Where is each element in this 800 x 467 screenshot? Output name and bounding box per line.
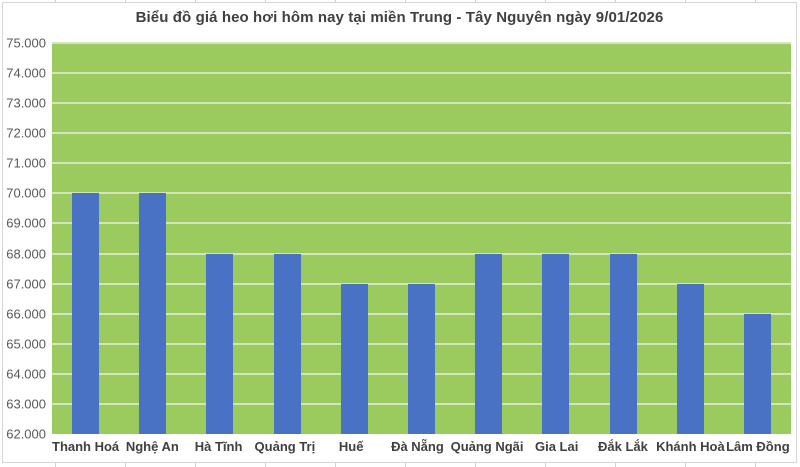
bar[interactable] [273,253,301,434]
x-axis-category-label: Quảng Ngãi [450,439,524,454]
gridline [52,42,791,44]
x-axis-category-label: Nghệ An [125,439,179,454]
x-axis-category-label: Gia Lai [534,439,579,454]
x-axis: Thanh Hoá Nghệ An Hà Tĩnh Quảng Trị Huế Đà Nẵ… [52,439,791,454]
x-axis-category-label: Đà Nẵng [391,439,444,454]
bar-series [52,43,791,434]
bar[interactable] [206,253,234,434]
bar-slot [522,43,589,434]
y-axis-tick-label: 67.000 [6,276,46,292]
y-axis-tick-label: 71.000 [6,155,46,171]
y-axis-tick-label: 64.000 [6,366,46,382]
x-axis-category-label: Quảng Trị [254,439,316,454]
y-axis-tick-label: 68.000 [6,246,46,262]
y-axis-tick-label: 70.000 [6,185,46,201]
bar-slot [388,43,455,434]
x-axis-category-label: Hà Tĩnh [194,439,243,454]
bar-slot [590,43,657,434]
y-axis-tick-label: 62.000 [6,426,46,442]
bar[interactable] [542,253,570,434]
bar[interactable] [72,193,100,434]
y-axis-tick-label: 73.000 [6,95,46,111]
bar-slot [186,43,253,434]
x-axis-category-label: Đắk Lắk [598,439,648,454]
gridline [52,132,791,135]
bar[interactable] [408,283,436,434]
bar[interactable] [340,283,368,434]
y-axis: 62.000 63.000 64.000 65.000 66.000 67.000 68.0… [3,36,46,442]
bar[interactable] [139,193,167,434]
bar-slot [455,43,522,434]
x-axis-category-label: Khánh Hoà [656,439,725,454]
x-axis-category-label: Huế [338,439,364,454]
y-axis-tick-label: 72.000 [6,125,46,141]
bar[interactable] [743,313,771,434]
bar-slot [657,43,724,434]
y-axis-tick-label: 74.000 [6,65,46,81]
gridline [52,72,791,75]
y-axis-tick-label: 69.000 [6,215,46,231]
x-axis-category-label: Thanh Hoá [52,439,120,454]
bar-slot [254,43,321,434]
gridline [52,162,791,165]
bar-slot [52,43,119,434]
y-axis-tick-label: 65.000 [6,336,46,352]
y-axis-tick-label: 66.000 [6,306,46,322]
gridline [52,252,791,255]
gridline [52,192,791,195]
bar[interactable] [475,253,503,434]
y-axis-tick-label: 63.000 [6,396,46,412]
bar-slot [119,43,186,434]
bar-slot [321,43,388,434]
y-axis-tick-label: 75.000 [6,35,46,51]
plot-area [52,42,791,434]
x-axis-category-label: Lâm Đồng [726,439,790,454]
bar-slot [724,43,791,434]
chart-title: Biểu đồ giá heo hơi hôm nay tại miền Tru… [135,9,664,26]
bar[interactable] [609,253,637,434]
gridline [52,222,791,225]
gridline [52,102,791,105]
bar[interactable] [676,283,704,434]
